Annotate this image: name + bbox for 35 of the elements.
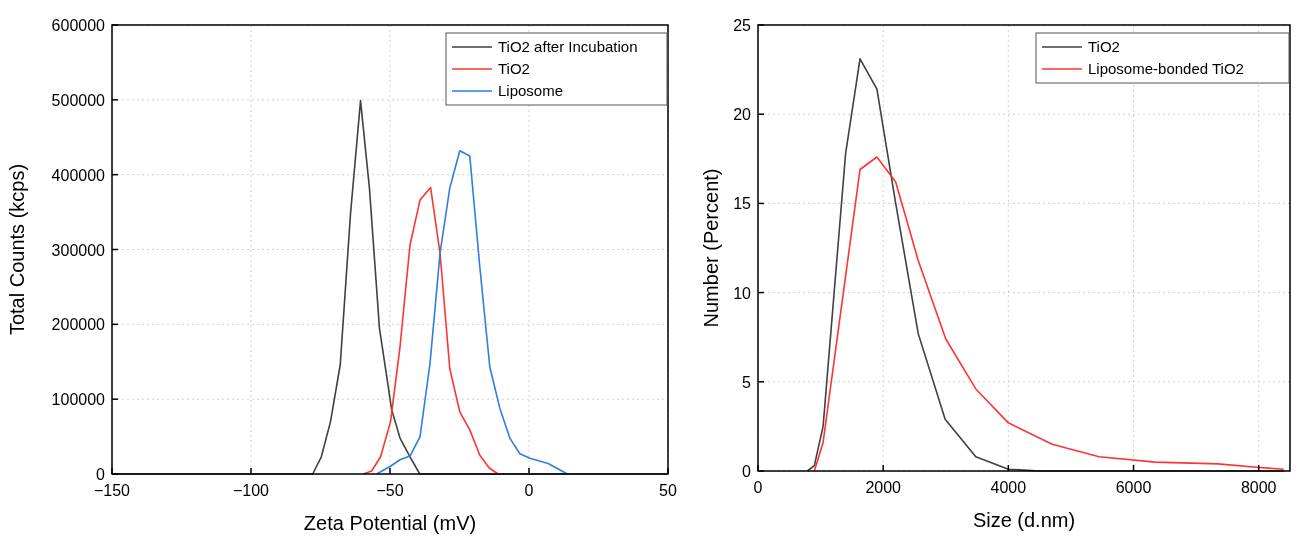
- y-tick-label: 200000: [51, 316, 106, 334]
- legend-label: Liposome-bonded TiO2: [1088, 60, 1244, 77]
- y-tick-label: 0: [96, 466, 106, 483]
- y-tick-label: 300000: [51, 241, 106, 259]
- x-tick-label: −100: [232, 482, 270, 499]
- y-tick-label: 0: [742, 463, 752, 480]
- legend-label: Liposome: [498, 82, 564, 99]
- line-series: [375, 149, 569, 475]
- y-tick-label: 5: [742, 373, 752, 391]
- x-tick-label: 6000: [1115, 479, 1152, 496]
- y-tick-label: 500000: [51, 91, 106, 109]
- y-tick-label: 15: [733, 195, 752, 213]
- y-tick-label: 400000: [51, 166, 106, 184]
- legend-label: TiO2 after Incubation: [498, 38, 638, 55]
- line-series: [362, 186, 499, 475]
- x-tick-label: 4000: [990, 479, 1027, 496]
- x-axis-title: Size (d.nm): [972, 509, 1076, 531]
- x-axis-title: Zeta Potential (mV): [303, 512, 477, 534]
- line-series: [813, 156, 1285, 472]
- y-tick-label: 20: [733, 106, 752, 124]
- x-tick-label: 2000: [865, 479, 902, 496]
- x-tick-label: −150: [93, 482, 131, 499]
- x-tick-label: 0: [753, 479, 763, 496]
- x-tick-label: 0: [524, 482, 534, 499]
- y-tick-label: 10: [733, 284, 752, 302]
- legend-label: TiO2: [498, 60, 530, 77]
- x-tick-label: 50: [659, 482, 677, 499]
- x-tick-label: −50: [376, 482, 404, 499]
- x-tick-label: 8000: [1240, 479, 1277, 496]
- y-tick-label: 25: [733, 17, 752, 34]
- y-axis-title: Total Counts (kcps): [6, 163, 28, 336]
- y-tick-label: 600000: [51, 17, 106, 34]
- y-axis-title: Number (Percent): [700, 168, 722, 328]
- legend-label: TiO2: [1088, 38, 1120, 55]
- y-tick-label: 100000: [51, 391, 106, 409]
